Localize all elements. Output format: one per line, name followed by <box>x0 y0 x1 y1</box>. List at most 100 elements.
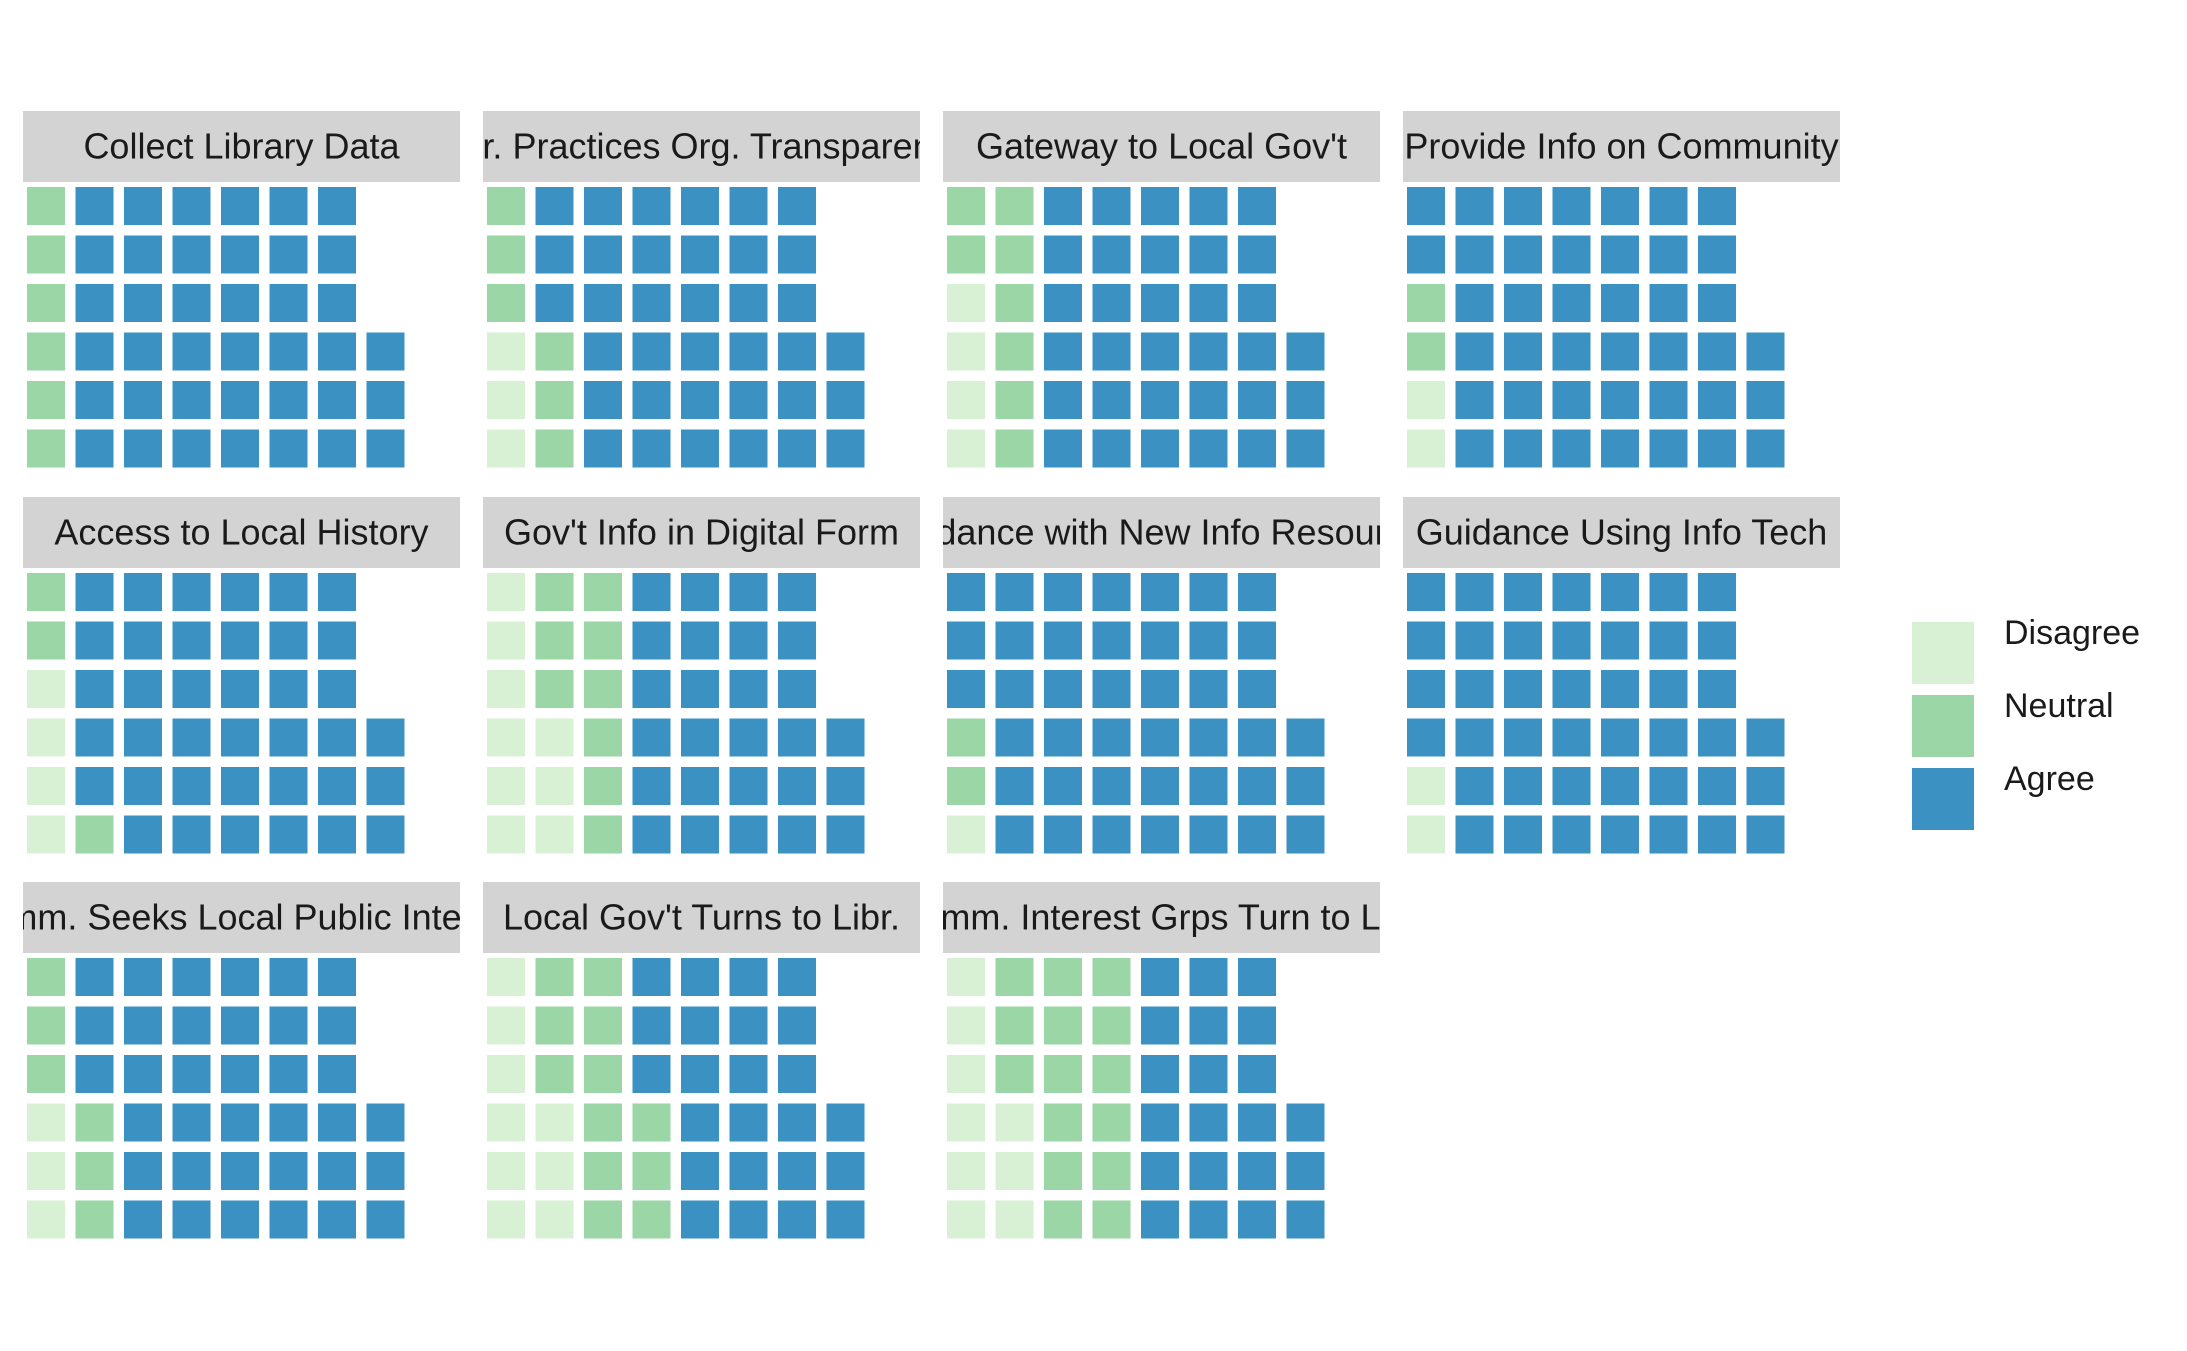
waffle-cell-neutral <box>584 767 622 805</box>
waffle-cell-agree <box>1601 573 1639 611</box>
waffle-cell-agree <box>681 332 719 371</box>
waffle-cell-agree <box>269 718 308 757</box>
waffle-cell-agree <box>269 235 308 274</box>
waffle-cell-agree <box>1044 381 1082 419</box>
waffle-cell-agree <box>172 187 211 225</box>
waffle-cell-agree <box>681 815 719 854</box>
waffle-cell-neutral <box>1044 1006 1082 1045</box>
waffle-cell-agree <box>75 332 114 371</box>
waffle-cell-agree <box>681 187 719 225</box>
waffle-cell-agree <box>1189 670 1228 708</box>
waffle-cell-disagree <box>487 1200 525 1239</box>
waffle-cell-agree <box>1044 284 1082 322</box>
waffle-cell-agree <box>632 1006 671 1045</box>
waffle-cell-agree <box>1649 815 1688 854</box>
waffle-cell-neutral <box>1092 1006 1131 1045</box>
waffle-cell-agree <box>124 284 162 322</box>
waffle-cell-agree <box>1601 815 1639 854</box>
waffle-cell-agree <box>1092 670 1131 708</box>
waffle-cell-agree <box>1238 573 1276 611</box>
waffle-cell-agree <box>632 767 671 805</box>
waffle-cell-agree <box>172 670 211 708</box>
waffle-cell-agree <box>318 187 356 225</box>
waffle-cell-agree <box>1455 621 1494 660</box>
waffle-cell-agree <box>1601 718 1639 757</box>
waffle-cell-neutral <box>1407 332 1445 371</box>
facet-title: Access to Local History <box>54 512 428 553</box>
waffle-cell-agree <box>1455 381 1494 419</box>
waffle-cell-agree <box>318 1006 356 1045</box>
facet-strip <box>23 497 460 568</box>
facet-panel: Gateway to Local Gov't <box>943 111 1380 468</box>
waffle-cell-agree <box>1698 187 1736 225</box>
waffle-cell-agree <box>1141 621 1179 660</box>
facet-panel: Collect Library Data <box>23 111 460 468</box>
waffle-cell-agree <box>1552 718 1591 757</box>
waffle-cell-agree <box>124 381 162 419</box>
waffle-cell-agree <box>269 1152 308 1190</box>
waffle-cell-agree <box>172 1006 211 1045</box>
waffle-cell-agree <box>1238 718 1276 757</box>
waffle-cell-neutral <box>75 1152 114 1190</box>
waffle-cell-agree <box>1698 573 1736 611</box>
waffle-cell-agree <box>632 284 671 322</box>
waffle-cell-neutral <box>27 332 65 371</box>
waffle-cell-agree <box>124 767 162 805</box>
waffle-cell-agree <box>1189 1103 1228 1142</box>
waffle-cell-agree <box>1044 429 1082 468</box>
waffle-cell-agree <box>221 235 259 274</box>
waffle-cell-agree <box>632 958 671 996</box>
waffle-cell-agree <box>1698 284 1736 322</box>
waffle-cell-agree <box>1092 718 1131 757</box>
waffle-cell-agree <box>1698 815 1736 854</box>
waffle-cell-neutral <box>584 670 622 708</box>
waffle-cell-agree <box>1141 1103 1179 1142</box>
waffle-cell-neutral <box>535 1055 574 1093</box>
waffle-cell-agree <box>1698 718 1736 757</box>
waffle-cell-agree <box>1189 1152 1228 1190</box>
waffle-cell-agree <box>778 332 816 371</box>
waffle-cell-agree <box>172 1200 211 1239</box>
waffle-cell-disagree <box>487 381 525 419</box>
waffle-cell-agree <box>75 187 114 225</box>
waffle-cell-neutral <box>487 235 525 274</box>
waffle-cell-agree <box>124 718 162 757</box>
waffle-cell-agree <box>1746 332 1785 371</box>
waffle-cell-agree <box>269 187 308 225</box>
waffle-cell-agree <box>729 815 768 854</box>
waffle-cell-agree <box>1189 958 1228 996</box>
waffle-cell-agree <box>172 235 211 274</box>
waffle-cell-agree <box>1189 187 1228 225</box>
waffle-cell-agree <box>584 429 622 468</box>
waffle-cell-neutral <box>535 1006 574 1045</box>
waffle-cell-agree <box>269 332 308 371</box>
waffle-cell-agree <box>1504 332 1542 371</box>
waffle-cell-agree <box>729 670 768 708</box>
waffle-cell-agree <box>75 670 114 708</box>
waffle-cell-disagree <box>947 1055 985 1093</box>
waffle-cell-agree <box>584 187 622 225</box>
waffle-cell-disagree <box>487 621 525 660</box>
waffle-cell-agree <box>75 1055 114 1093</box>
waffle-cell-agree <box>1141 958 1179 996</box>
waffle-cell-agree <box>681 1103 719 1142</box>
waffle-cell-agree <box>1455 718 1494 757</box>
waffle-cell-neutral <box>584 718 622 757</box>
facet-strip <box>1403 111 1840 182</box>
waffle-cell-neutral <box>584 1200 622 1239</box>
waffle-cell-agree <box>1092 621 1131 660</box>
waffle-cell-neutral <box>1092 1152 1131 1190</box>
waffle-cell-neutral <box>27 235 65 274</box>
waffle-cell-agree <box>1407 670 1445 708</box>
waffle-cell-agree <box>584 235 622 274</box>
waffle-cell-agree <box>1238 381 1276 419</box>
waffle-cell-neutral <box>584 1055 622 1093</box>
waffle-cell-disagree <box>947 1006 985 1045</box>
waffle-cell-agree <box>681 1055 719 1093</box>
waffle-cell-agree <box>1238 1055 1276 1093</box>
waffle-cell-agree <box>681 381 719 419</box>
waffle-cell-agree <box>729 1200 768 1239</box>
waffle-cell-neutral <box>1092 1055 1131 1093</box>
facet-strip <box>483 111 920 182</box>
waffle-cell-neutral <box>535 332 574 371</box>
